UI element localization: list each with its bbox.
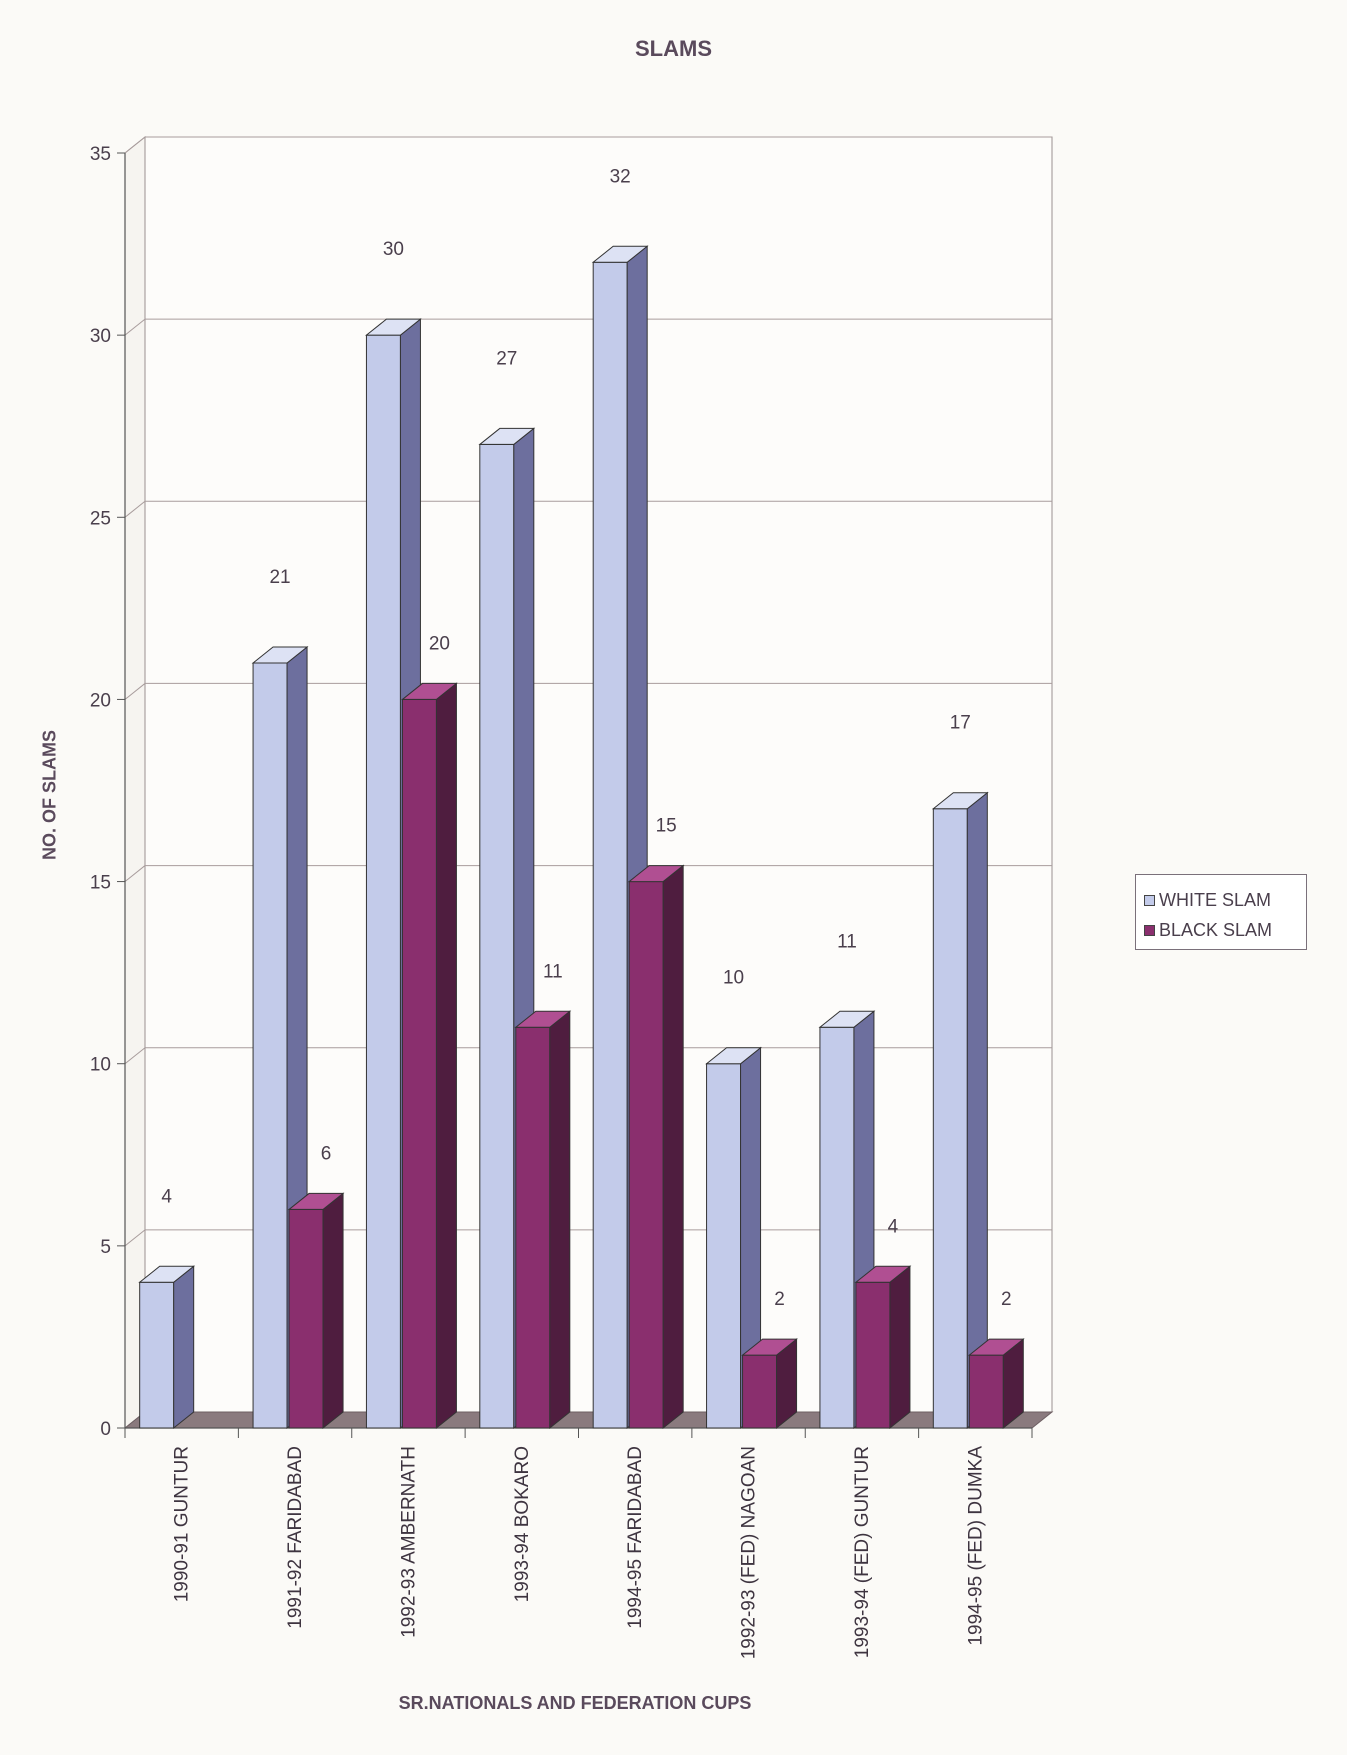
data-label-white-slam: 11 [837, 931, 857, 952]
bar-black-slam-front [515, 1026, 551, 1429]
bar-white-slam-top [478, 427, 536, 445]
plot-side-wall [124, 135, 146, 1430]
y-tick-label: 20 [90, 690, 111, 711]
data-label-white-slam: 32 [610, 166, 631, 187]
bar-black-slam-side [889, 1265, 911, 1430]
gridline-side [124, 136, 146, 154]
data-label-white-slam: 27 [496, 348, 517, 369]
bar-white-slam-front [706, 1063, 742, 1429]
legend-item-white-slam: WHITE SLAM [1144, 885, 1306, 915]
data-label-black-slam: 15 [656, 816, 677, 837]
bar-black-slam [741, 1338, 798, 1430]
bar-black-slam [967, 1338, 1025, 1430]
y-axis-label: NO. OF SLAMS [39, 730, 60, 860]
bar-black-slam-top [741, 1338, 798, 1356]
bar-black-slam [514, 1010, 572, 1430]
bar-black-slam-front [855, 1281, 891, 1429]
y-tick-label: 30 [90, 326, 111, 347]
data-label-black-slam: 4 [888, 1216, 899, 1237]
bar-white-slam-front [932, 808, 968, 1429]
bar-white-slam-front [365, 334, 401, 1429]
x-tick-label: 1993-94 BOKARO [512, 1446, 533, 1602]
gridline-side [124, 1047, 146, 1065]
y-tick-label: 25 [90, 508, 111, 529]
bar-white-slam-top [705, 1047, 762, 1065]
bar-white-slam-top [818, 1010, 876, 1028]
y-tick-label: 0 [100, 1419, 111, 1440]
data-label-white-slam: 17 [950, 713, 971, 734]
bar-black-slam-front [401, 698, 437, 1429]
data-label-white-slam: 4 [161, 1186, 172, 1207]
x-tick-label: 1994-95 (FED) DUMKA [965, 1446, 986, 1646]
bar-black-slam [287, 1192, 345, 1430]
chart-title: SLAMS [635, 36, 712, 61]
bar-white-slam-top [365, 318, 422, 336]
bar-black-slam-top [627, 865, 685, 883]
data-label-black-slam: 2 [1001, 1289, 1012, 1310]
data-label-black-slam: 11 [543, 961, 563, 982]
data-label-black-slam: 6 [321, 1143, 332, 1164]
bar-black-slam-side [435, 682, 457, 1430]
bar-white-slam-side [173, 1265, 195, 1430]
data-label-black-slam: 20 [429, 633, 450, 654]
bar-white-slam-side [966, 791, 988, 1430]
x-tick-label: 1994-95 FARIDABAD [625, 1446, 646, 1629]
gridline-side [124, 683, 146, 700]
bar-white-slam [705, 1046, 762, 1430]
gridline-side [124, 318, 146, 336]
legend-item-black-slam: BLACK SLAM [1144, 915, 1306, 945]
x-tick-label: 1993-94 (FED) GUNTUR [852, 1446, 873, 1658]
data-label-white-slam: 30 [383, 239, 404, 260]
bar-white-slam-top [251, 646, 309, 664]
bar-white-slam-top [138, 1265, 196, 1283]
legend: WHITE SLAM BLACK SLAM [1135, 874, 1307, 950]
legend-label-black-slam: BLACK SLAM [1159, 919, 1273, 940]
bar-black-slam-side [322, 1192, 344, 1430]
bar-black-slam [401, 682, 458, 1430]
bar-white-slam [931, 791, 989, 1430]
bar-black-slam-side [549, 1010, 571, 1430]
bar-white-slam-front [479, 443, 515, 1429]
legend-swatch-black-slam [1144, 924, 1155, 936]
y-tick-label: 10 [90, 1055, 111, 1076]
y-tick-label: 35 [90, 144, 111, 165]
bar-black-slam-front [968, 1354, 1004, 1429]
bar-white-slam-front [592, 261, 628, 1429]
bar-black-slam-top [514, 1010, 572, 1028]
bar-black-slam-top [854, 1265, 912, 1283]
data-label-black-slam: 2 [774, 1289, 785, 1310]
y-tick-label: 15 [90, 873, 111, 894]
bar-black-slam [854, 1265, 912, 1430]
y-tick-label: 5 [100, 1237, 111, 1258]
data-label-white-slam: 21 [269, 567, 290, 588]
bar-black-slam [627, 864, 685, 1430]
legend-swatch-white-slam [1144, 894, 1155, 906]
legend-label-white-slam: WHITE SLAM [1159, 889, 1272, 910]
bar-black-slam-top [967, 1338, 1025, 1356]
bar-black-slam-front [288, 1208, 324, 1429]
bar-white-slam-front [139, 1281, 175, 1429]
bar-white-slam-front [819, 1026, 855, 1429]
gridline-side [124, 865, 146, 882]
bar-white-slam [138, 1265, 196, 1430]
bar-black-slam-side [662, 864, 684, 1430]
x-axis-label: SR.NATIONALS AND FEDERATION CUPS [398, 1693, 752, 1713]
bar-white-slam-front [252, 662, 288, 1429]
x-tick-label: 1992-93 (FED) NAGOAN [739, 1446, 760, 1659]
x-tick-label: 1990-91 GUNTUR [172, 1446, 193, 1602]
bar-white-slam-top [931, 792, 989, 810]
gridline-side [124, 1229, 146, 1247]
x-tick-label: 1991-92 FARIDABAD [285, 1446, 306, 1629]
bar-white-slam-top [591, 245, 649, 263]
bar-black-slam-front [628, 881, 664, 1429]
bar-black-slam-top [401, 682, 458, 700]
data-label-white-slam: 10 [723, 968, 744, 989]
x-tick-label: 1992-93 AMBERNATH [398, 1446, 419, 1638]
gridline-side [124, 500, 146, 518]
bar-black-slam-front [742, 1354, 778, 1429]
bar-black-slam-top [287, 1192, 345, 1210]
